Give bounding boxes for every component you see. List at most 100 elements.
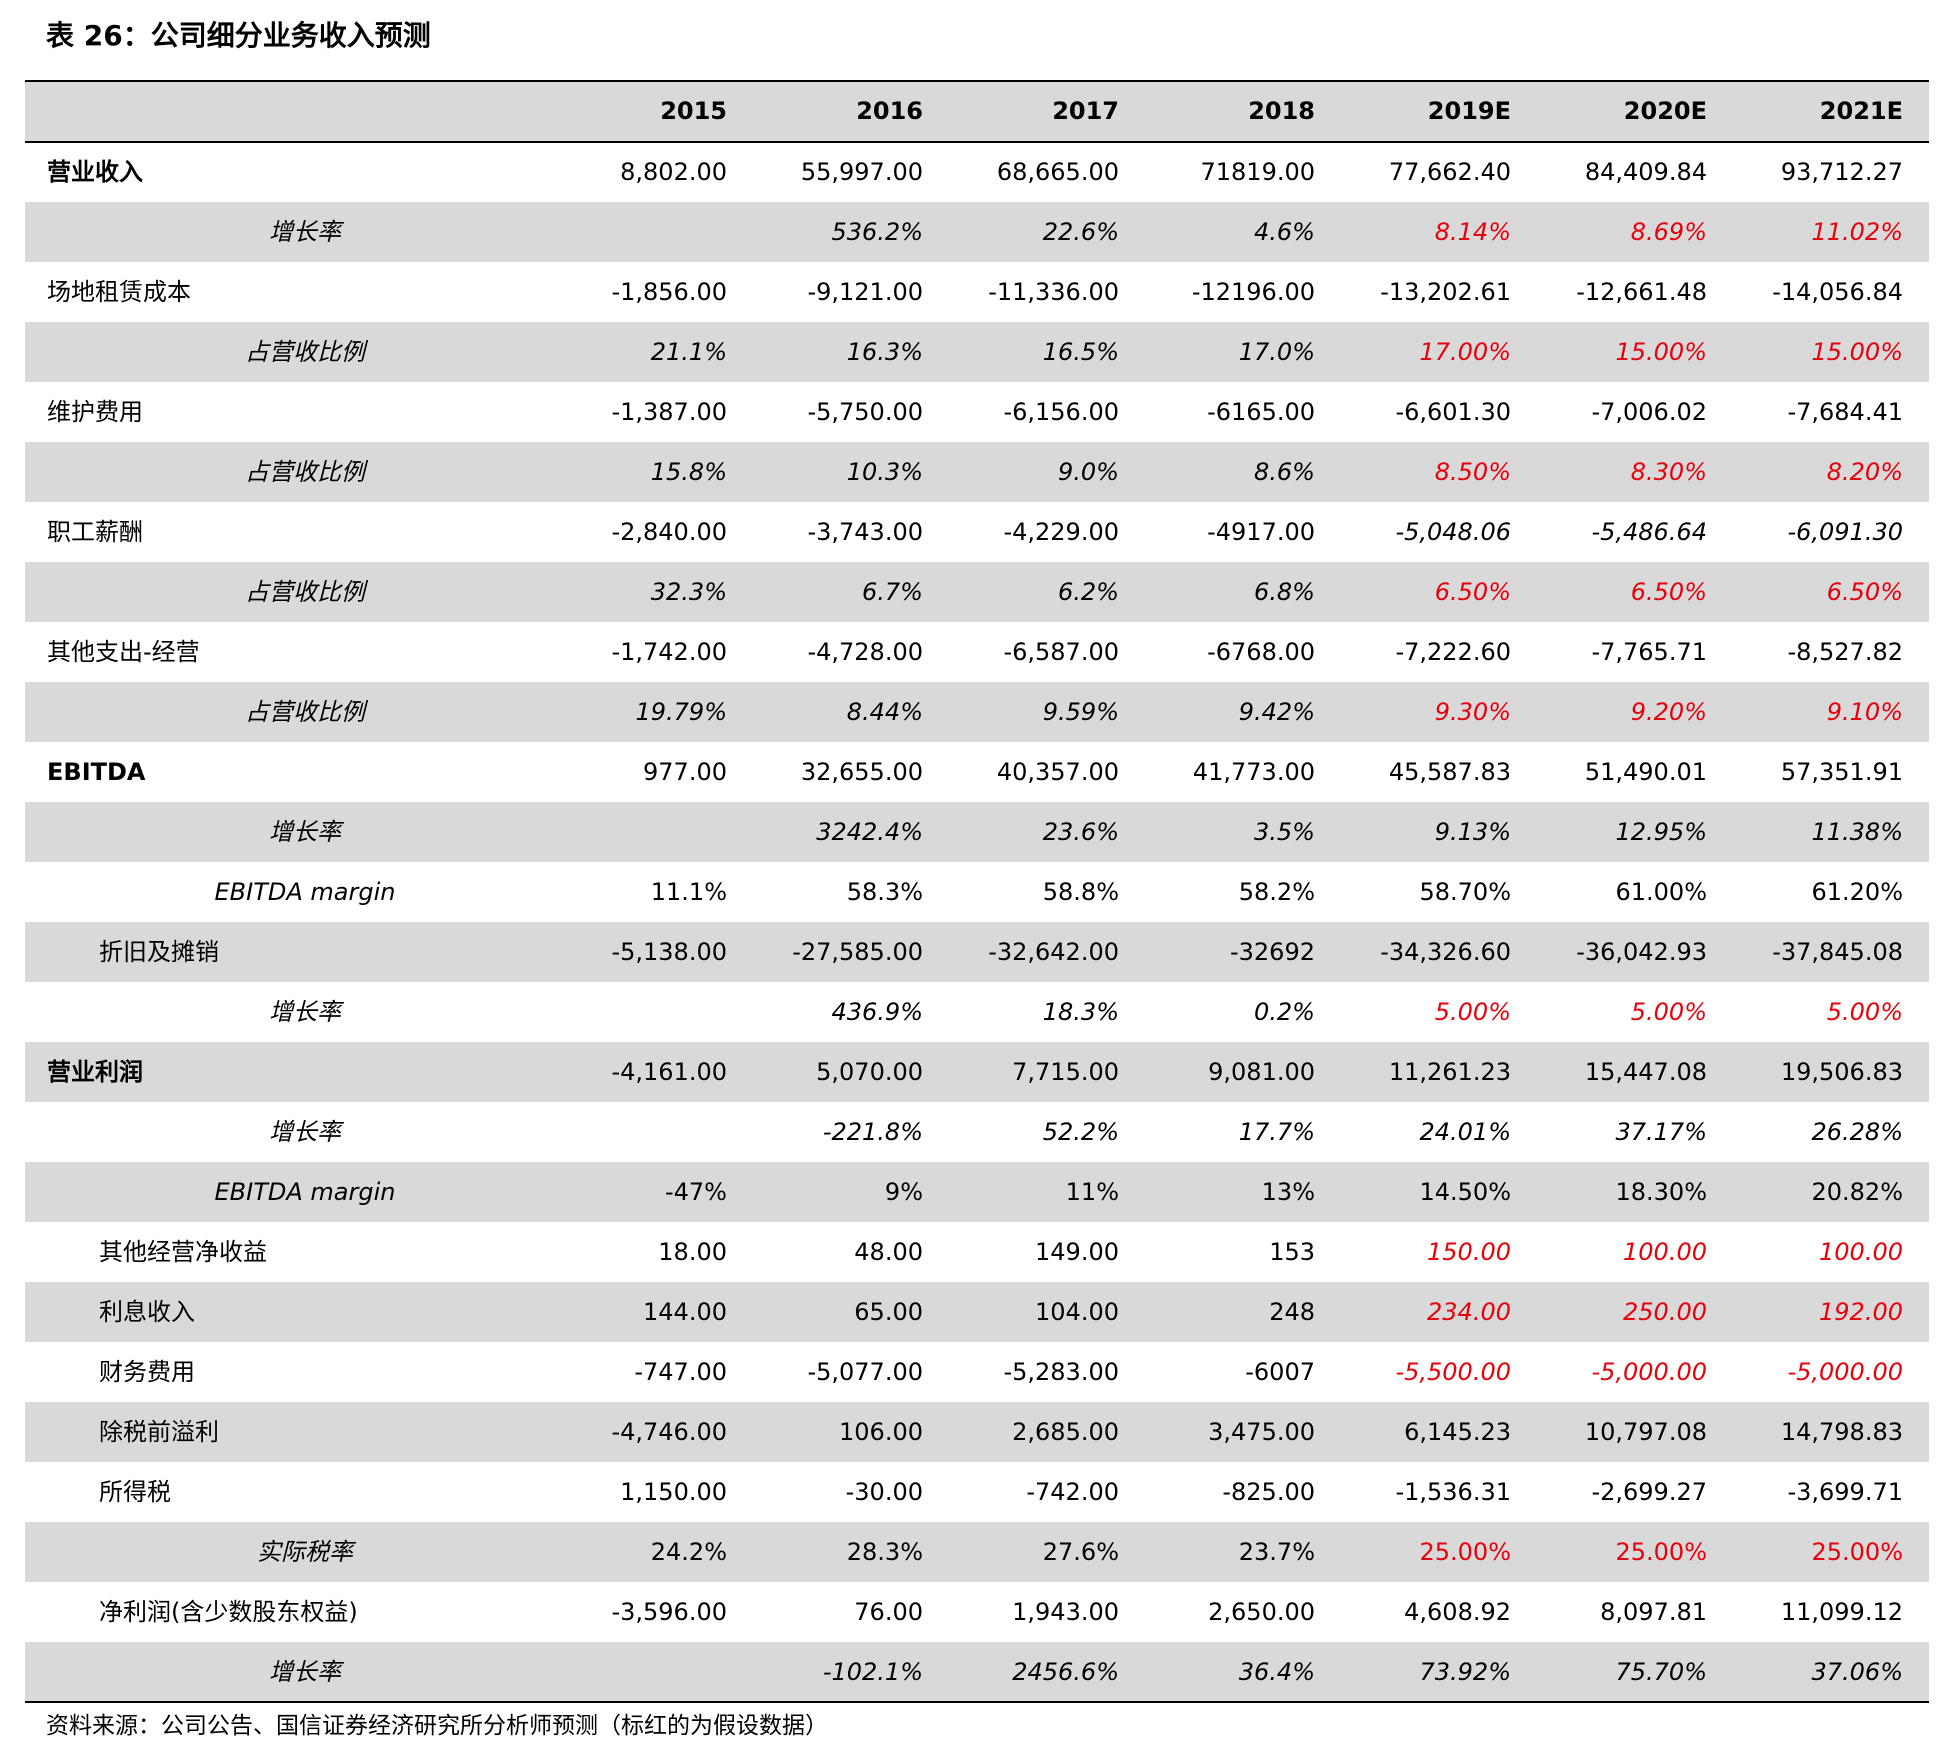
table-cell: 73.92% xyxy=(1419,1658,1511,1686)
row-bg xyxy=(25,1402,1929,1462)
table-cell: 17.00% xyxy=(1419,338,1511,366)
row-label: 增长率 xyxy=(269,1658,341,1686)
table-cell: 192.00 xyxy=(1819,1298,1903,1326)
column-header: 2019E xyxy=(1427,97,1511,125)
table-cell: 58.70% xyxy=(1419,878,1511,906)
table-cell: 9,081.00 xyxy=(1208,1058,1315,1086)
column-header: 2021E xyxy=(1819,97,1903,125)
row-label: 占营收比例 xyxy=(245,338,365,366)
table-cell: -6165.00 xyxy=(1207,398,1315,426)
row-label: 利息收入 xyxy=(99,1298,195,1326)
table-cell: -32692 xyxy=(1229,938,1315,966)
table-cell: 4.6% xyxy=(1254,218,1315,246)
row-label: 净利润(含少数股东权益) xyxy=(99,1598,358,1626)
table-cell: 19,506.83 xyxy=(1780,1058,1903,1086)
table-cell: -1,856.00 xyxy=(611,278,727,306)
row-label: 增长率 xyxy=(269,218,341,246)
table-cell: 9.30% xyxy=(1434,698,1511,726)
table-cell: 6,145.23 xyxy=(1404,1418,1511,1446)
table-cell: -6,091.30 xyxy=(1787,518,1903,546)
table-cell: 234.00 xyxy=(1427,1298,1511,1326)
table-cell: 1,150.00 xyxy=(620,1478,727,1506)
table-cell: 51,490.01 xyxy=(1584,758,1707,786)
table-cell: -6,587.00 xyxy=(1003,638,1119,666)
table-cell: 5.00% xyxy=(1826,998,1903,1026)
table-cell: 9.42% xyxy=(1238,698,1315,726)
table-cell: 11.02% xyxy=(1811,218,1903,246)
table-cell: -6,156.00 xyxy=(1003,398,1119,426)
table-cell: -11,336.00 xyxy=(988,278,1119,306)
rule-header xyxy=(25,141,1929,143)
table-cell: 93,712.27 xyxy=(1780,158,1903,186)
table-cell: -5,500.00 xyxy=(1395,1358,1511,1386)
table-cell: -1,387.00 xyxy=(611,398,727,426)
row-label: 增长率 xyxy=(269,998,341,1026)
row-bg xyxy=(25,1162,1929,1222)
table-cell: 27.6% xyxy=(1042,1538,1119,1566)
row-bg xyxy=(25,1522,1929,1582)
table-cell: 58.3% xyxy=(846,878,923,906)
row-label: 实际税率 xyxy=(257,1538,353,1566)
table-cell: 23.6% xyxy=(1042,818,1119,846)
table-cell: 8.69% xyxy=(1630,218,1707,246)
table-cell: -5,283.00 xyxy=(1003,1358,1119,1386)
table-cell: 37.17% xyxy=(1615,1118,1707,1146)
table-cell: 5.00% xyxy=(1630,998,1707,1026)
table-cell: -13,202.61 xyxy=(1380,278,1511,306)
table-cell: 23.7% xyxy=(1238,1538,1315,1566)
table-cell: 5.00% xyxy=(1434,998,1511,1026)
table-cell: -7,765.71 xyxy=(1591,638,1707,666)
table-cell: 1,943.00 xyxy=(1012,1598,1119,1626)
table-cell: -30.00 xyxy=(845,1478,923,1506)
table-cell: -27,585.00 xyxy=(792,938,923,966)
table-cell: -1,536.31 xyxy=(1395,1478,1511,1506)
table-cell: -6,601.30 xyxy=(1395,398,1511,426)
column-header: 2016 xyxy=(856,97,923,125)
table-cell: 100.00 xyxy=(1819,1238,1903,1266)
row-label: 财务费用 xyxy=(99,1358,195,1386)
table-cell: 24.01% xyxy=(1419,1118,1511,1146)
header-bg xyxy=(25,80,1929,142)
row-label: 其他经营净收益 xyxy=(99,1238,267,1266)
table-cell: 3,475.00 xyxy=(1208,1418,1315,1446)
table-cell: 106.00 xyxy=(839,1418,923,1446)
table-cell: 68,665.00 xyxy=(996,158,1119,186)
table-cell: -3,596.00 xyxy=(611,1598,727,1626)
table-cell: 18.00 xyxy=(658,1238,727,1266)
table-cell: 8.20% xyxy=(1826,458,1903,486)
table-cell: -5,750.00 xyxy=(807,398,923,426)
table-cell: -4,229.00 xyxy=(1003,518,1119,546)
table-cell: 71819.00 xyxy=(1200,158,1315,186)
table-cell: 9.13% xyxy=(1434,818,1511,846)
table-cell: 32.3% xyxy=(650,578,727,606)
row-label: EBITDA xyxy=(47,758,146,786)
table-cell: 250.00 xyxy=(1623,1298,1707,1326)
row-bg xyxy=(25,562,1929,622)
table-cell: 436.9% xyxy=(831,998,923,1026)
table-cell: 65.00 xyxy=(854,1298,923,1326)
row-bg xyxy=(25,1042,1929,1102)
table-cell: 52.2% xyxy=(1042,1118,1119,1146)
row-label: EBITDA margin xyxy=(214,1178,396,1206)
table-cell: -9,121.00 xyxy=(807,278,923,306)
table-cell: -221.8% xyxy=(822,1118,923,1146)
table-cell: 16.5% xyxy=(1042,338,1119,366)
row-label: 场地租赁成本 xyxy=(47,278,191,306)
table-cell: 76.00 xyxy=(854,1598,923,1626)
table-cell: 17.7% xyxy=(1238,1118,1315,1146)
row-bg xyxy=(25,682,1929,742)
table-cell: 14.50% xyxy=(1419,1178,1511,1206)
table-cell: 9.10% xyxy=(1826,698,1903,726)
table-cell: 77,662.40 xyxy=(1388,158,1511,186)
table-cell: -47% xyxy=(664,1178,727,1206)
table-cell: -4,161.00 xyxy=(611,1058,727,1086)
row-bg xyxy=(25,922,1929,982)
table-cell: 2,650.00 xyxy=(1208,1598,1315,1626)
table-title: 表 26：公司细分业务收入预测 xyxy=(46,19,431,52)
table-cell: 149.00 xyxy=(1035,1238,1119,1266)
table-cell: -5,048.06 xyxy=(1395,518,1511,546)
table-cell: -12,661.48 xyxy=(1576,278,1707,306)
table-cell: 45,587.83 xyxy=(1388,758,1511,786)
row-label: 占营收比例 xyxy=(245,578,365,606)
row-bg xyxy=(25,442,1929,502)
